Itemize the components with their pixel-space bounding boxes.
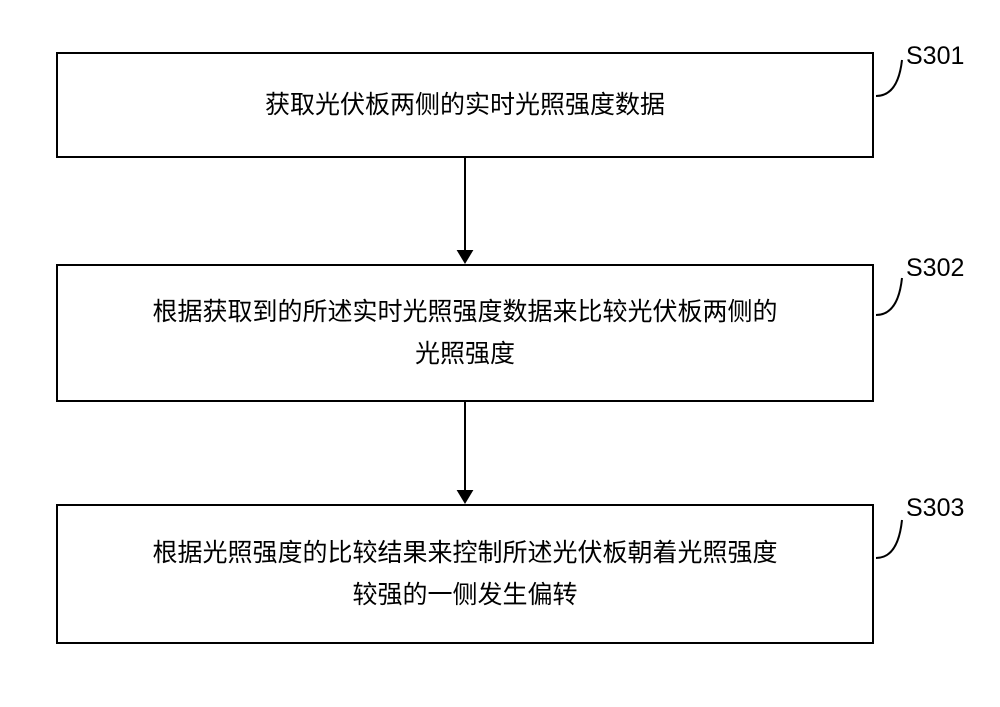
step-label-s302: S302 [906, 254, 964, 283]
flow-node-s301: 获取光伏板两侧的实时光照强度数据 [56, 52, 874, 158]
step-label-s301: S301 [906, 42, 964, 71]
step-label-s303: S303 [906, 494, 964, 523]
flow-node-s303: 根据光照强度的比较结果来控制所述光伏板朝着光照强度 较强的一侧发生偏转 [56, 504, 874, 644]
flow-node-s302: 根据获取到的所述实时光照强度数据来比较光伏板两侧的 光照强度 [56, 264, 874, 402]
flow-node-text: 根据光照强度的比较结果来控制所述光伏板朝着光照强度 较强的一侧发生偏转 [152, 532, 777, 617]
flow-node-text: 获取光伏板两侧的实时光照强度数据 [265, 84, 665, 127]
flow-node-text: 根据获取到的所述实时光照强度数据来比较光伏板两侧的 光照强度 [152, 291, 777, 376]
